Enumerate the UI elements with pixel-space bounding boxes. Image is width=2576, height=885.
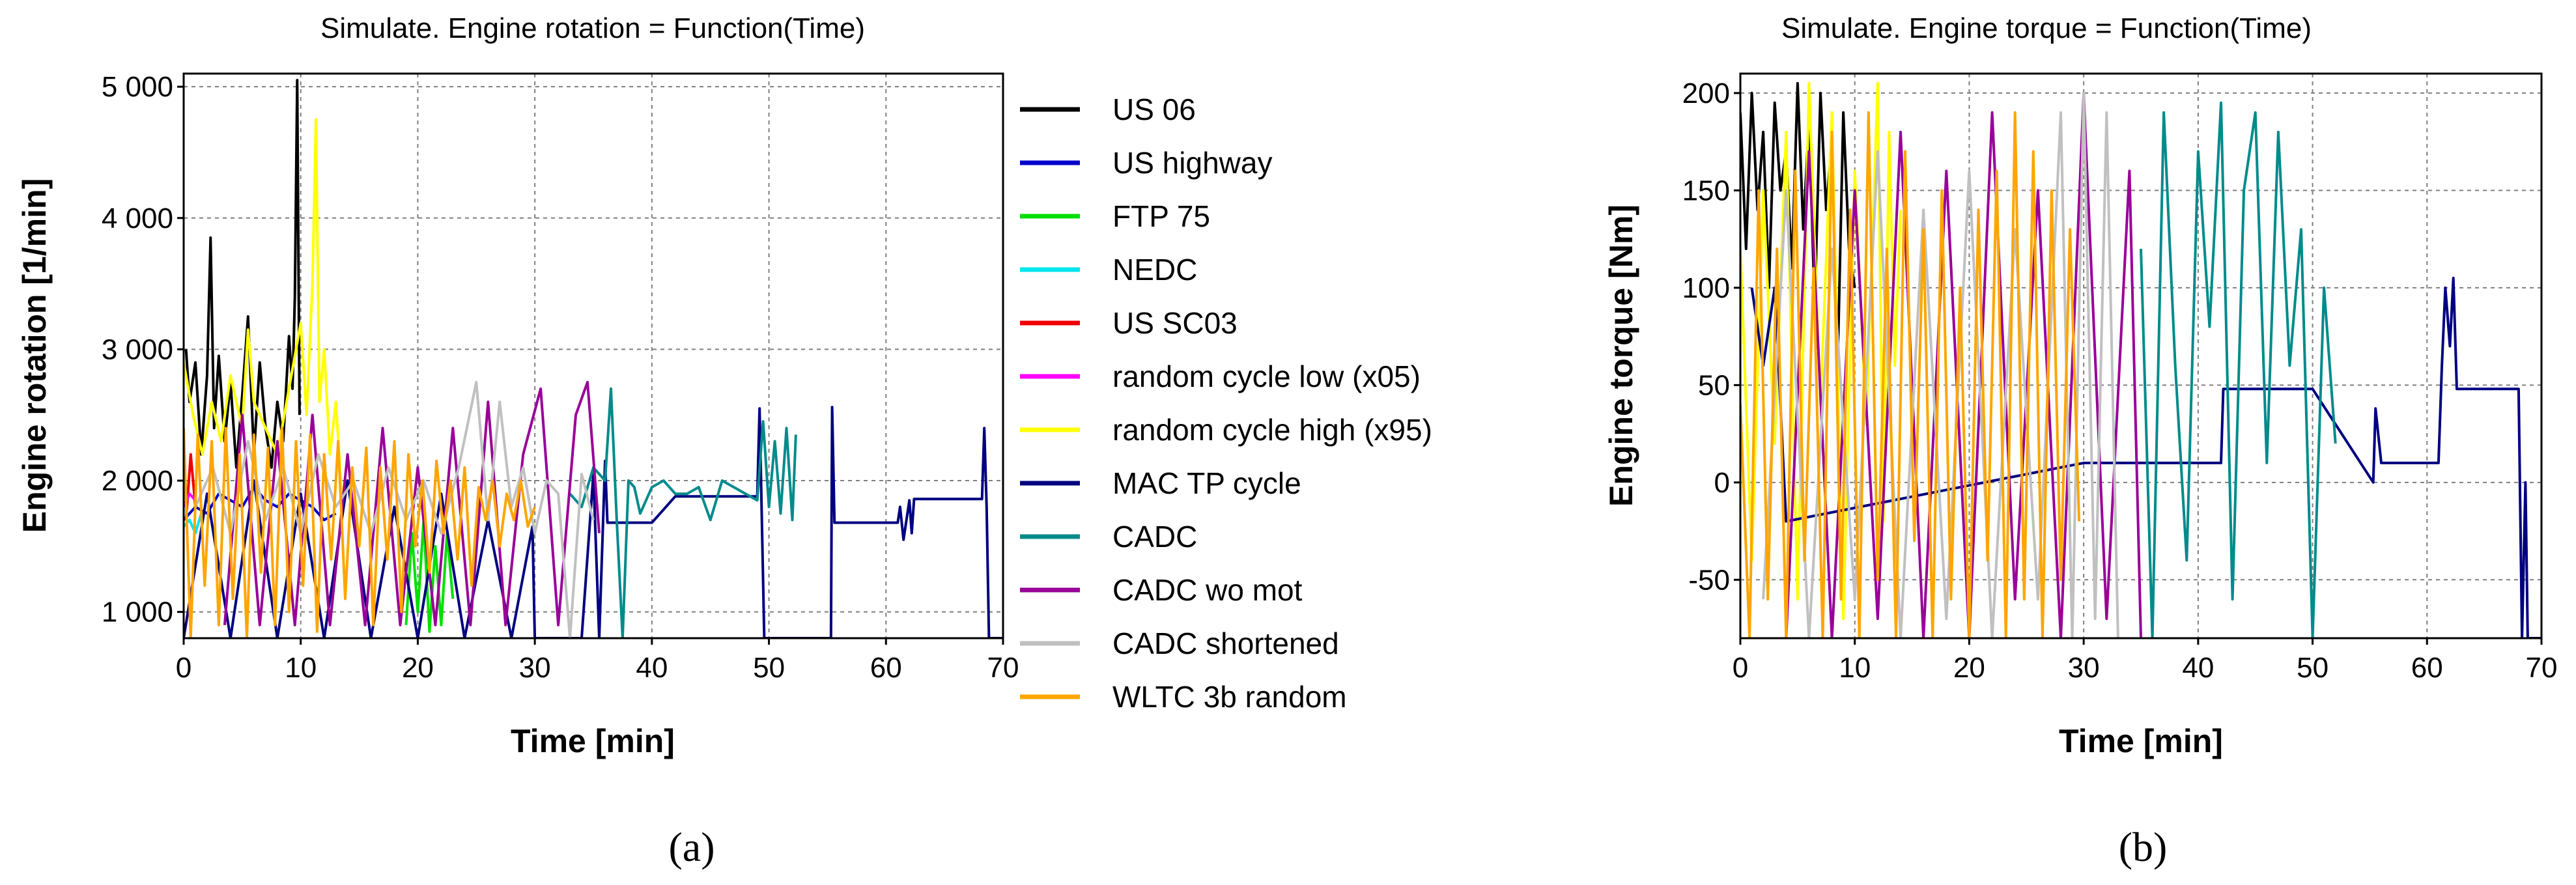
x-tick-label: 20 bbox=[402, 652, 434, 684]
y-tick-label: -50 bbox=[1688, 564, 1730, 596]
x-tick-label: 10 bbox=[1839, 652, 1871, 684]
series-cadc-line bbox=[2140, 101, 2337, 638]
y-tick-label: 3 000 bbox=[102, 333, 173, 365]
panel-a: Simulate. Engine rotation = Function(Tim… bbox=[16, 12, 1432, 870]
x-tick-label: 60 bbox=[2411, 652, 2443, 684]
y-tick-label: 0 bbox=[1714, 467, 1730, 499]
y-tick-label: 5 000 bbox=[102, 71, 173, 103]
panel-a-title: Simulate. Engine rotation = Function(Tim… bbox=[320, 12, 865, 44]
y-tick-label: 1 000 bbox=[102, 597, 173, 628]
panel-a-ylabel: Engine rotation [1/min] bbox=[16, 178, 53, 533]
legend-label-cadc-shortened: CADC shortened bbox=[1112, 626, 1339, 660]
x-tick-label: 50 bbox=[753, 652, 785, 684]
x-tick-label: 40 bbox=[636, 652, 668, 684]
series-cadc-shortened-line bbox=[1762, 91, 2119, 638]
legend-label-us-highway: US highway bbox=[1112, 146, 1272, 180]
x-tick-label: 70 bbox=[987, 652, 1019, 684]
y-tick-label: 2 000 bbox=[102, 465, 173, 497]
panel-b-ticks: 0 10 20 30 40 50 60 70 -50 0 50 100 150 200 bbox=[1682, 77, 2558, 684]
panel-a-ticks: 0 10 20 30 40 50 60 70 1 000 2 000 3 000 4 000 5 000 bbox=[102, 71, 1019, 684]
x-tick-label: 40 bbox=[2182, 652, 2214, 684]
panel-b-title: Simulate. Engine torque = Function(Time) bbox=[1781, 12, 2312, 44]
series-wltc-3b-random-line bbox=[184, 427, 536, 638]
panel-b-frame bbox=[1739, 72, 2543, 639]
panel-a-grid bbox=[184, 74, 1003, 638]
panel-b-ylabel: Engine torque [Nm] bbox=[1603, 204, 1639, 507]
panel-b: Simulate. Engine torque = Function(Time)… bbox=[1603, 12, 2557, 870]
legend-label-us-06: US 06 bbox=[1112, 92, 1196, 126]
legend-label-us-sc03: US SC03 bbox=[1112, 306, 1238, 340]
legend-label-cadc: CADC bbox=[1112, 520, 1197, 554]
panel-a-xlabel: Time [min] bbox=[511, 723, 675, 759]
y-tick-label: 50 bbox=[1698, 369, 1730, 401]
x-tick-label: 0 bbox=[176, 652, 191, 684]
y-tick-label: 4 000 bbox=[102, 203, 173, 234]
panel-b-plot-area bbox=[1740, 81, 2541, 638]
legend-label-random-cycle-high-x95: random cycle high (x95) bbox=[1112, 413, 1432, 447]
y-tick-label: 100 bbox=[1682, 272, 1730, 304]
legend-label-nedc: NEDC bbox=[1112, 253, 1197, 287]
panel-a-legend: US 06 US highway FTP 75 NEDC US SC03 random c… bbox=[1020, 92, 1432, 714]
y-tick-label: 150 bbox=[1682, 175, 1730, 206]
legend-label-mac-tp-cycle: MAC TP cycle bbox=[1112, 466, 1301, 500]
legend-label-wltc-3b-random: WLTC 3b random bbox=[1112, 680, 1347, 714]
legend-label-random-cycle-low-x05: random cycle low (x05) bbox=[1112, 359, 1421, 393]
panel-a-plot-area bbox=[184, 79, 1003, 638]
x-tick-label: 70 bbox=[2526, 652, 2558, 684]
x-tick-label: 30 bbox=[2068, 652, 2100, 684]
series-random-cycle-high-x95-line bbox=[184, 118, 343, 494]
series-cadc-wo-mot-line bbox=[223, 380, 601, 626]
y-tick-label: 200 bbox=[1682, 77, 1730, 109]
x-tick-label: 0 bbox=[1733, 652, 1748, 684]
legend-label-ftp-75: FTP 75 bbox=[1112, 199, 1210, 233]
panel-a-label: (a) bbox=[668, 824, 715, 870]
panel-b-xlabel: Time [min] bbox=[2059, 723, 2223, 759]
series-random-cycle-high-x95-line bbox=[1740, 81, 1902, 621]
series-us-06-line bbox=[184, 79, 301, 469]
panel-a-frame bbox=[182, 72, 1004, 639]
x-tick-label: 60 bbox=[870, 652, 902, 684]
x-tick-label: 20 bbox=[1953, 652, 1985, 684]
x-tick-label: 50 bbox=[2297, 652, 2328, 684]
legend-label-cadc-wo-mot: CADC wo mot bbox=[1112, 573, 1303, 607]
series-wltc-3b-random-line bbox=[1740, 111, 2081, 638]
series-cadc-line bbox=[569, 387, 797, 638]
x-tick-label: 10 bbox=[285, 652, 317, 684]
panel-b-label: (b) bbox=[2119, 824, 2168, 870]
series-ftp-75-line bbox=[404, 518, 455, 633]
x-tick-label: 30 bbox=[519, 652, 551, 684]
